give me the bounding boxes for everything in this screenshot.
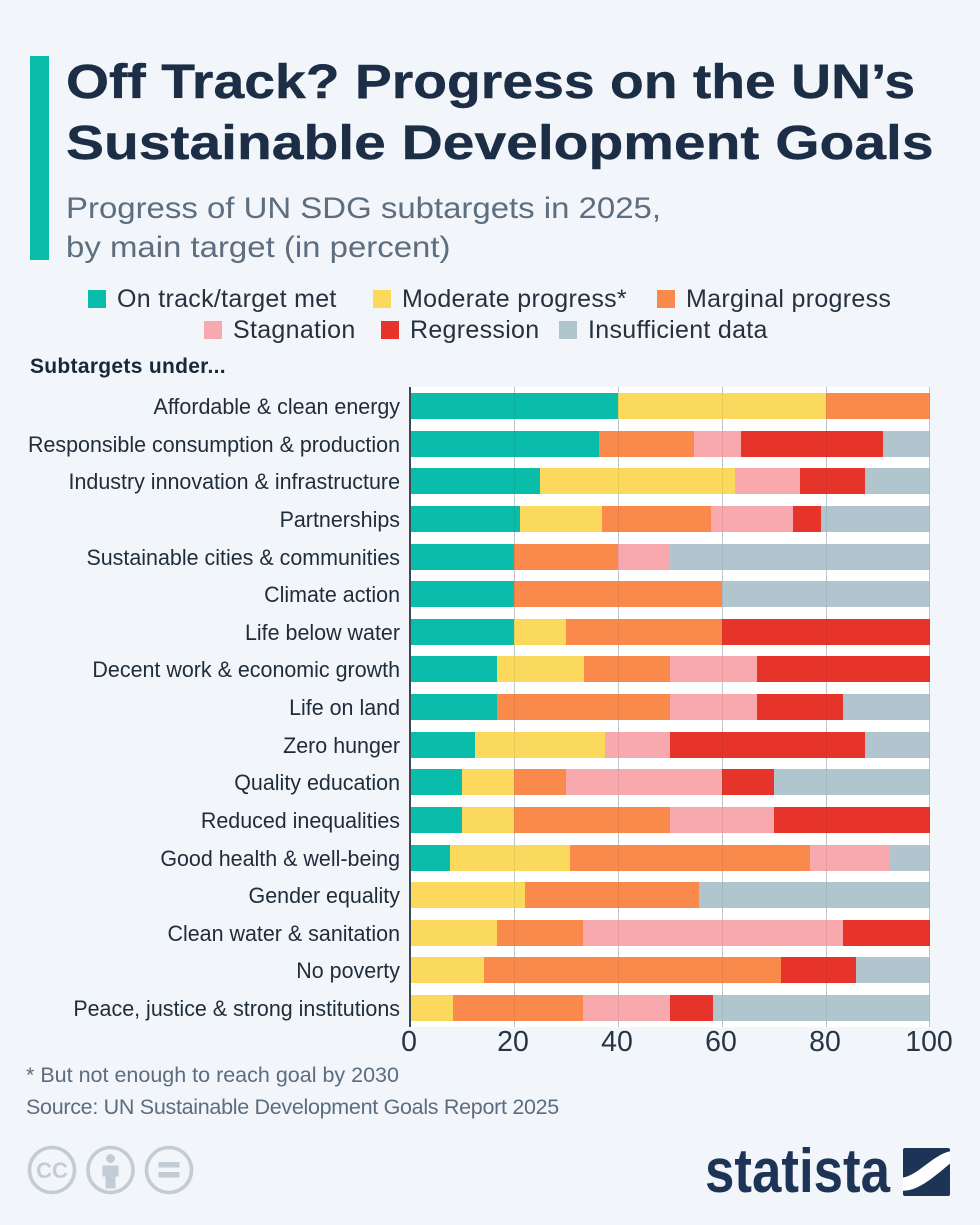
- svg-text:CC: CC: [36, 1158, 68, 1183]
